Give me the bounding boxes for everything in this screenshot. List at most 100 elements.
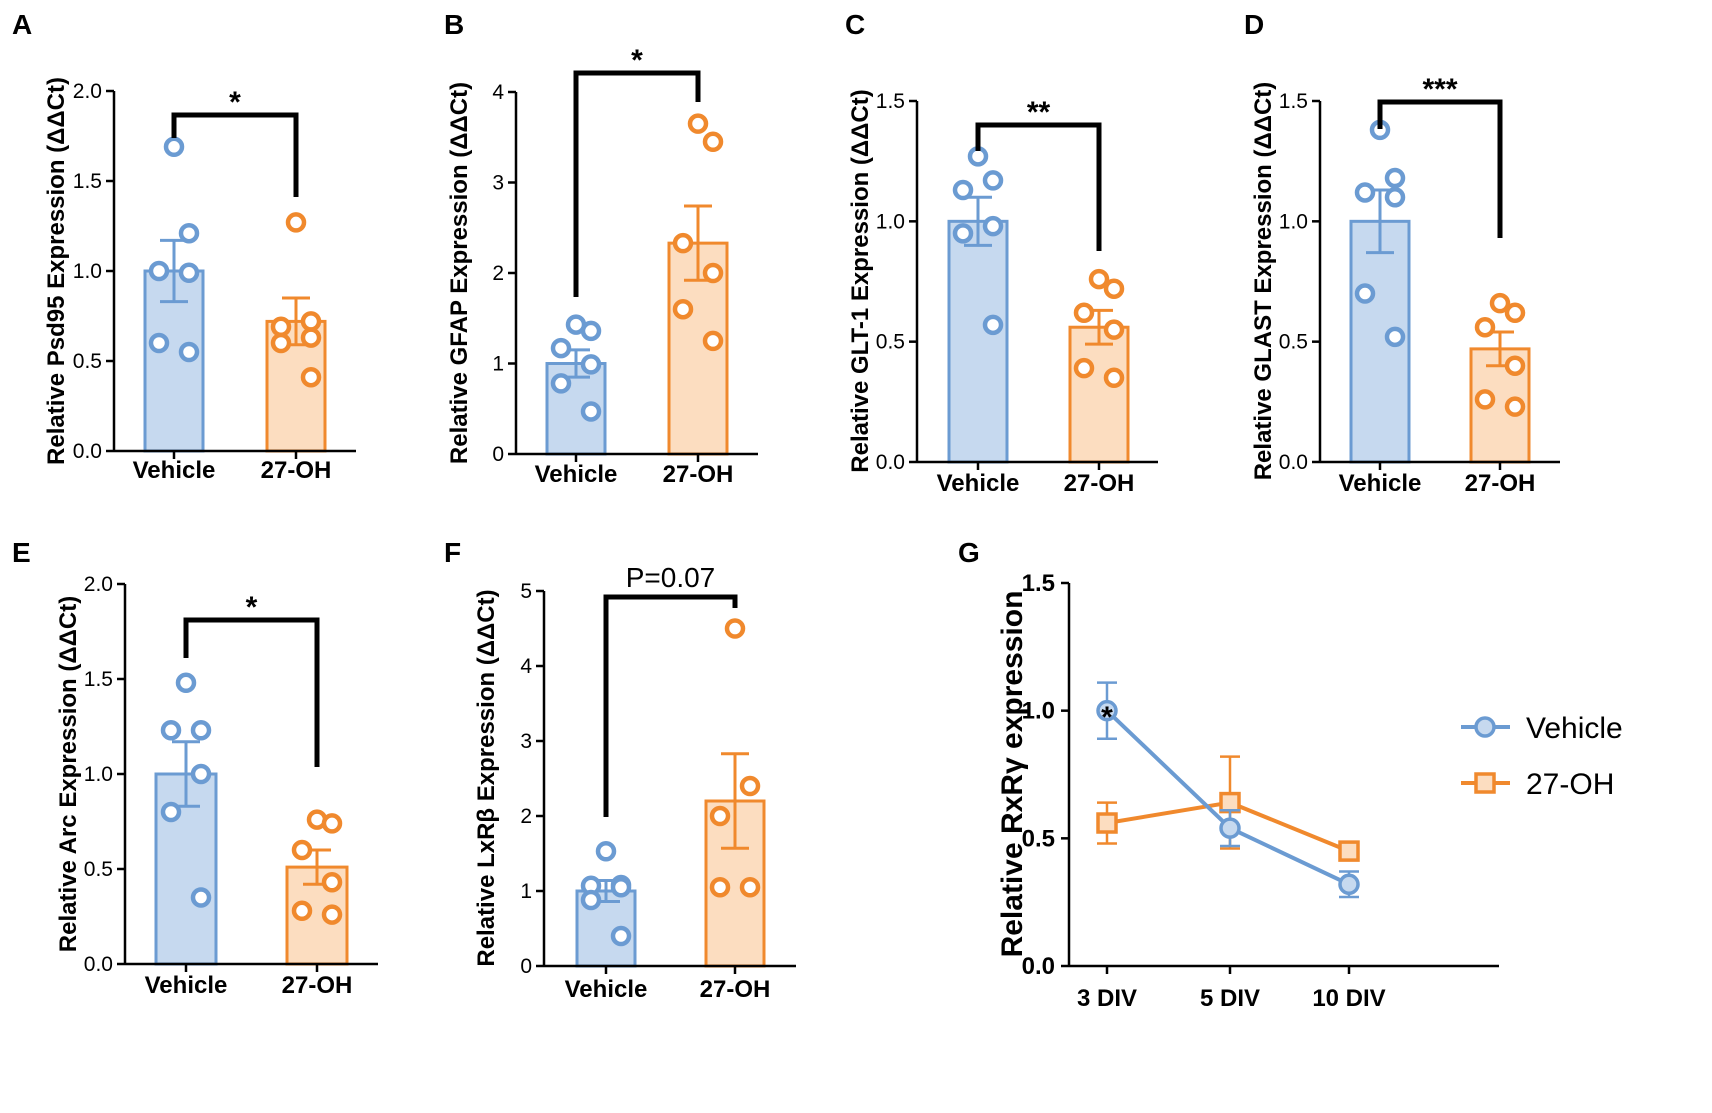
y-tick-label: 3 [520,730,532,753]
data-point [952,223,974,244]
y-tick-label: 1.0 [84,763,113,786]
y-tick-label: 0.5 [84,858,113,881]
significance-label: *** [1422,73,1457,106]
y-axis-label: Relative LxRβ Expression (ΔΔCt) [473,589,500,966]
data-point [1219,791,1241,814]
panel-letter: F [444,537,461,568]
y-tick-label: 2 [492,262,504,285]
x-tick-label: Vehicle [133,457,216,484]
data-point [1103,367,1125,389]
data-point [190,720,212,741]
x-tick-label: Vehicle [535,461,618,488]
data-point [550,337,572,359]
data-point [148,332,170,354]
significance-bracket [603,594,738,817]
panel-C: C 0.0 0.5 1.0 1.5 Vehicle 27-OH Relative GLT-1 … [845,9,1158,497]
legend-marker [1474,772,1496,794]
y-tick-label: 0.0 [1022,953,1055,980]
data-point [1384,187,1406,208]
significance-label: * [246,591,258,624]
data-point [1504,355,1526,376]
data-point [724,618,746,639]
y-tick-label: 0.5 [1279,331,1308,354]
panel-D: D 0.0 0.5 1.0 1.5 Vehicle 27-OH Relative GLAST … [1244,9,1560,497]
bar-27-oh [1068,325,1130,464]
data-point [321,813,343,834]
y-tick-label: 1.5 [1279,90,1308,113]
panel-A: A 0.0 0.5 1.0 1.5 2.0 Vehicle 27-OH Relative Psd… [12,9,356,484]
panel-letter: A [12,9,32,40]
y-tick-label: 1.0 [73,260,102,283]
x-tick-label: Vehicle [565,976,648,1003]
panel-letter: G [958,537,980,568]
series-27-oh [1096,755,1360,862]
y-axis-label: Relative RxRγ expression [996,591,1029,958]
data-point [1219,817,1241,839]
data-point [702,131,724,153]
x-tick-label: 27-OH [663,461,734,488]
data-point [709,877,731,898]
data-point [1489,292,1511,314]
y-tick-label: 1 [492,353,504,376]
y-tick-label: 0.0 [84,953,113,976]
data-point [952,179,974,201]
data-point [300,366,322,388]
x-tick-label: 10 DIV [1312,985,1385,1012]
data-point [291,839,313,861]
significance-label: ** [1027,96,1051,129]
data-point [1384,326,1406,348]
data-point [291,900,313,922]
significance-label: P=0.07 [626,562,716,593]
legend-item-27-oh: 27-OH [1461,768,1614,801]
data-point [1354,283,1376,304]
data-point [595,841,617,862]
panel-F: F 0 1 2 3 4 5 Vehicle 27-OH Relative LxRβ Express… [444,537,796,1003]
data-point [270,316,292,338]
panel-letter: C [845,9,865,40]
data-point [1103,278,1125,299]
significance-bracket [183,617,320,767]
y-tick-label: 0.0 [73,440,102,463]
significance-label: * [631,44,643,77]
data-point [580,320,602,342]
data-point [148,260,170,282]
significance-bracket [975,122,1102,251]
data-point [580,889,602,911]
data-point [672,298,694,320]
panel-B: B 0 1 2 3 4 Vehicle 27-OH Relative GFAP Expressi… [444,9,758,488]
data-point [300,327,322,348]
x-tick-label: Vehicle [937,470,1020,497]
error-bar-27-oh [721,752,749,850]
x-tick-label: 3 DIV [1077,985,1137,1012]
data-point [982,314,1004,336]
data-point [190,763,212,785]
y-tick-label: 4 [520,655,532,678]
y-tick-label: 1.0 [1022,698,1055,725]
data-point [1384,167,1406,189]
data-point [672,232,694,254]
data-point [1096,699,1118,722]
data-point [702,262,724,284]
y-tick-label: 2.0 [73,80,102,103]
data-point [163,136,185,158]
significance-label: * [229,86,241,119]
y-tick-label: 0 [520,955,532,978]
y-tick-label: 1.5 [73,170,102,193]
panel-letter: D [1244,9,1264,40]
y-axis-label: Relative GLAST Expression (ΔΔCt) [1250,82,1277,481]
panel-G: G 0.0 0.5 1.0 1.5 3 DIV 5 DIV 10 DIV Relative Rx… [958,537,1623,1012]
data-point [1338,840,1360,862]
y-tick-label: 0 [492,443,504,466]
data-point [300,311,322,332]
data-point [1474,316,1496,338]
panel-letter: B [444,9,464,40]
data-point [160,801,182,823]
data-point [1354,182,1376,203]
y-tick-label: 1.0 [1279,210,1308,233]
data-point [1504,396,1526,417]
y-tick-label: 2.0 [84,573,113,596]
y-axis-label: Relative Arc Expression (ΔΔCt) [55,596,82,952]
y-tick-label: 5 [520,580,532,603]
x-tick-label: 27-OH [261,457,332,484]
